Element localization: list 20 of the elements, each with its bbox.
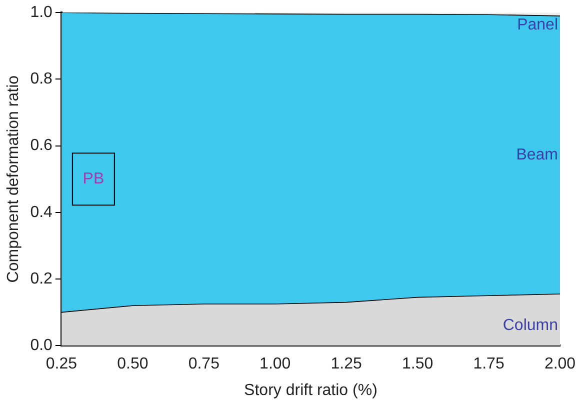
- y-tick-label: 0.4: [30, 204, 53, 221]
- x-tick-label: 1.00: [260, 356, 291, 373]
- series-label: Beam: [516, 146, 558, 164]
- y-axis-title: Component deformation ratio: [5, 75, 22, 283]
- series-label: Panel: [517, 16, 558, 34]
- x-tick-label: 2.00: [544, 356, 576, 373]
- x-tick-label: 0.25: [46, 356, 78, 373]
- annotation: PB: [82, 170, 104, 188]
- y-tick-label: 0.8: [30, 70, 53, 88]
- x-tick-label: 1.25: [330, 356, 362, 373]
- y-tick-label: 0.2: [30, 270, 53, 288]
- y-tick-label: 0.0: [30, 337, 53, 354]
- x-tick-label: 1.75: [473, 356, 504, 373]
- x-tick-label: 0.50: [117, 356, 148, 373]
- x-tick-label: 0.75: [188, 356, 220, 373]
- series-label: Column: [502, 317, 558, 334]
- y-tick-label: 0.6: [30, 137, 53, 154]
- y-tick-label: 1.0: [30, 4, 53, 22]
- x-tick-label: 1.50: [402, 356, 434, 373]
- x-axis-title: Story drift ratio (%): [244, 382, 378, 399]
